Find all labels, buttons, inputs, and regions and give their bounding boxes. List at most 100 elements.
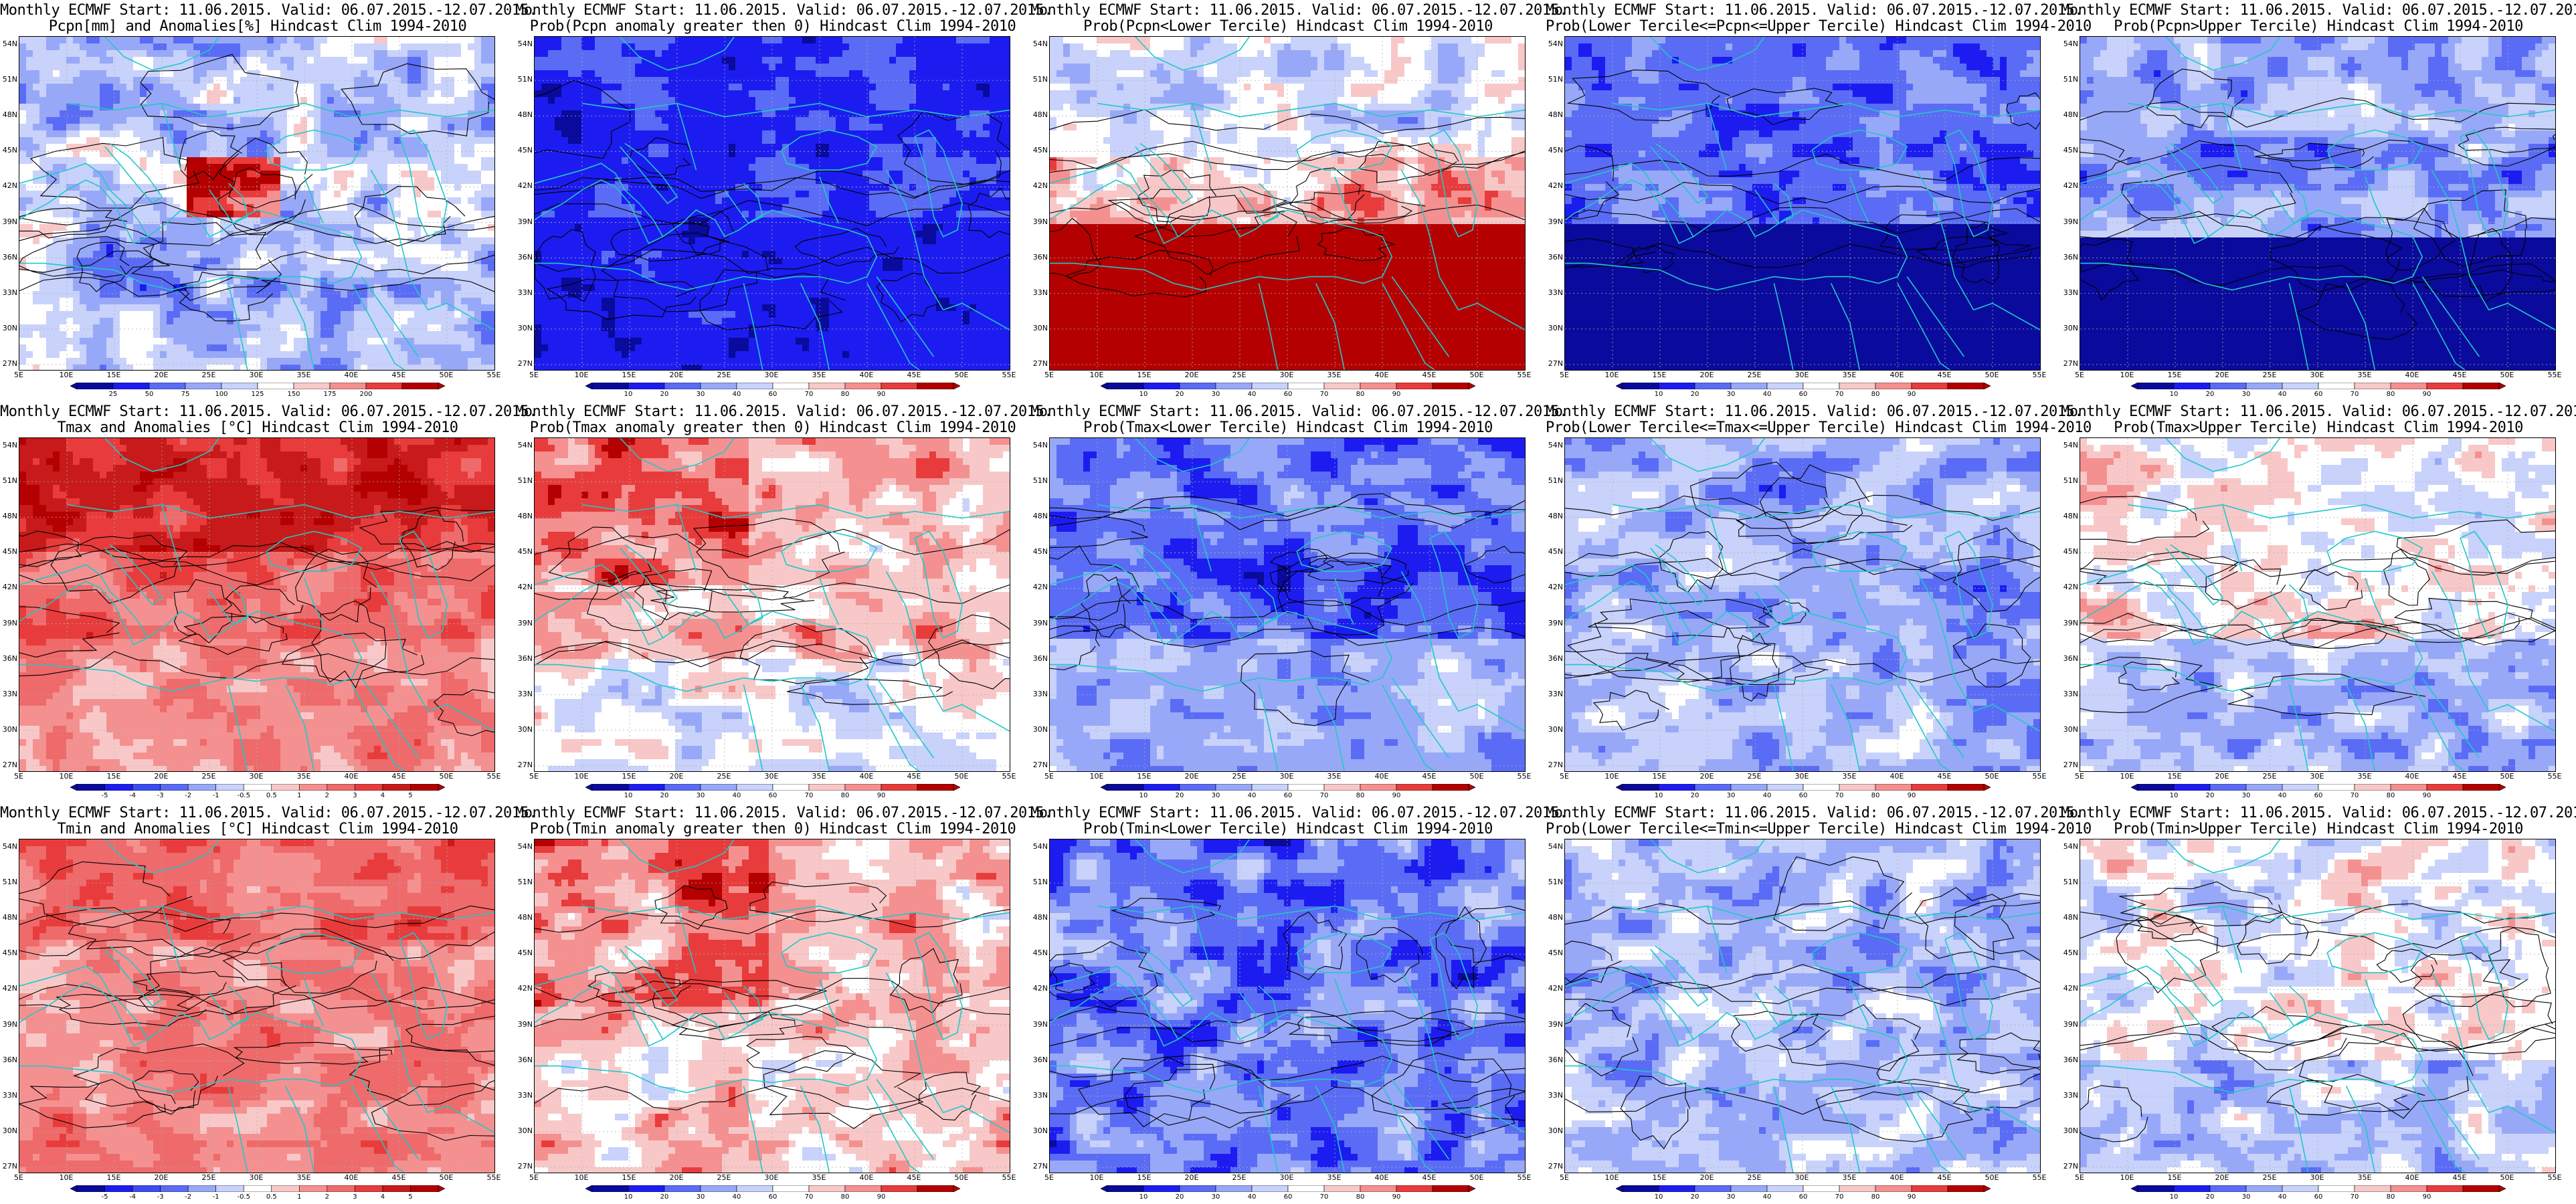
longitude-tick-label: 35E <box>1843 1174 1857 1182</box>
colorbar-label: 10 <box>2170 391 2179 398</box>
longitude-tick-label: 25E <box>1232 371 1247 379</box>
latitude-tick-label: 39N <box>515 1020 533 1029</box>
longitude-tick-label: 50E <box>955 773 969 781</box>
colorbar-label: 90 <box>877 391 886 398</box>
latitude-tick-label: 45N <box>1546 949 1563 957</box>
panel-title-line1: Monthly ECMWF Start: 11.06.2015. Valid: … <box>1030 3 1568 19</box>
colorbar-label: 40 <box>1763 391 1772 398</box>
longitude-tick-label: 55E <box>1002 371 1016 379</box>
contour-lines <box>535 518 1010 705</box>
colorbar-swatch <box>844 1185 882 1192</box>
longitude-tick-label: 20E <box>2215 1174 2229 1182</box>
colorbar-swatch <box>628 383 665 389</box>
colorbar-swatch <box>2245 784 2283 791</box>
forecast-panel: Monthly ECMWF Start: 11.06.2015. Valid: … <box>515 803 1052 1204</box>
colorbar-label: 5 <box>408 1193 412 1201</box>
latitude-tick-label: 27N <box>1030 360 1048 368</box>
longitude-tick-label: 50E <box>955 1174 969 1182</box>
colorbar <box>70 1185 445 1192</box>
colorbar-label: 90 <box>2423 391 2431 398</box>
colorbar-label: 30 <box>1727 1193 1736 1201</box>
panel-title-line2: Prob(Tmin anomaly greater then 0) Hindca… <box>515 821 1030 837</box>
colorbar-swatch <box>1179 1185 1216 1192</box>
longitude-tick-label: 40E <box>1890 371 1904 379</box>
colorbar-label: 90 <box>1392 391 1401 398</box>
colorbar-swatch <box>1107 383 1144 389</box>
map-field <box>535 839 1010 1173</box>
colorbar-swatch <box>1658 784 1695 791</box>
colorbar-label: 70 <box>2351 1193 2359 1201</box>
coastlines <box>1050 438 1525 771</box>
longitude-tick-label: 40E <box>1375 371 1389 379</box>
colorbar-swatch <box>2390 1185 2427 1192</box>
colorbar-label: 60 <box>1799 1193 1808 1201</box>
contour-lines <box>19 506 494 736</box>
colorbar-swatch <box>844 383 882 389</box>
forecast-map <box>19 839 495 1173</box>
latitude-tick-label: 45N <box>515 949 533 957</box>
colorbar-swatch <box>1323 784 1361 791</box>
colorbar-swatch <box>2462 1185 2500 1192</box>
longitude-tick-label: 10E <box>575 773 589 781</box>
colorbar-label: 30 <box>697 1193 705 1201</box>
latitude-tick-label: 45N <box>1030 146 1048 155</box>
colorbar-swatch <box>2462 383 2500 389</box>
colorbar-label: 40 <box>1248 792 1257 799</box>
contour-lines <box>19 54 494 322</box>
latitude-tick-label: 30N <box>2061 1126 2078 1135</box>
longitude-tick-label: 55E <box>487 1174 501 1182</box>
colorbar-swatch <box>1179 784 1216 791</box>
colorbar-label: 80 <box>841 391 850 398</box>
longitude-tick-label: 20E <box>670 773 684 781</box>
coastlines <box>535 37 1010 370</box>
colorbar-swatch <box>1803 1185 1840 1192</box>
colorbar-swatch <box>1947 784 1985 791</box>
forecast-panel: Monthly ECMWF Start: 11.06.2015. Valid: … <box>2061 803 2576 1204</box>
colorbar-label: -2 <box>185 792 191 799</box>
colorbar-label: 90 <box>1392 792 1401 799</box>
colorbar-label: 1 <box>297 792 301 799</box>
latitude-tick-label: 30N <box>1030 1126 1048 1135</box>
colorbar-label: 60 <box>769 1193 777 1201</box>
colorbar-label: 20 <box>1691 391 1699 398</box>
coastlines <box>2080 839 2555 1173</box>
colorbar-label: 80 <box>1356 1193 1365 1201</box>
colorbar-label: 70 <box>805 391 814 398</box>
colorbar-label: 75 <box>181 391 190 398</box>
longitude-tick-label: 20E <box>1185 1174 1199 1182</box>
longitude-tick-label: 45E <box>907 1174 921 1182</box>
colorbar-swatch <box>1360 1185 1397 1192</box>
forecast-panel: Monthly ECMWF Start: 11.06.2015. Valid: … <box>1030 401 1568 803</box>
latitude-tick-label: 54N <box>0 40 17 48</box>
longitude-tick-label: 15E <box>622 1174 636 1182</box>
coastlines <box>535 438 1010 771</box>
colorbar-swatch <box>2282 784 2319 791</box>
longitude-tick-label: 25E <box>717 1174 731 1182</box>
colorbar-swatch <box>76 784 105 791</box>
colorbar-swatch <box>1396 383 1433 389</box>
colorbar <box>1616 1185 1991 1192</box>
colorbar-swatch <box>2245 383 2283 389</box>
latitude-tick-label: 39N <box>515 619 533 627</box>
colorbar-label: 2 <box>325 1193 329 1201</box>
latitude-tick-label: 51N <box>1030 477 1048 485</box>
latitude-tick-label: 30N <box>515 1126 533 1135</box>
forecast-panel: Monthly ECMWF Start: 11.06.2015. Valid: … <box>515 0 1052 401</box>
longitude-tick-label: 15E <box>107 1174 121 1182</box>
latitude-tick-label: 42N <box>515 182 533 190</box>
latitude-tick-label: 27N <box>0 1163 17 1171</box>
colorbar-label: 90 <box>877 1193 886 1201</box>
colorbar-swatch <box>1694 1185 1732 1192</box>
map-field <box>19 37 494 370</box>
contour-lines <box>2080 496 2555 716</box>
latitude-tick-label: 51N <box>2061 76 2078 84</box>
colorbar-label: 40 <box>733 391 741 398</box>
colorbar-label: 70 <box>1835 391 1844 398</box>
colorbar-swatch <box>664 383 701 389</box>
longitude-tick-label: 45E <box>1422 1174 1437 1182</box>
panel-title-line2: Prob(Tmin<Lower Tercile) Hindcast Clim 1… <box>1030 821 1546 837</box>
colorbar-label: 10 <box>1655 391 1663 398</box>
latitude-tick-label: 33N <box>515 690 533 698</box>
colorbar-label: 80 <box>841 1193 850 1201</box>
colorbar-swatch <box>881 383 918 389</box>
